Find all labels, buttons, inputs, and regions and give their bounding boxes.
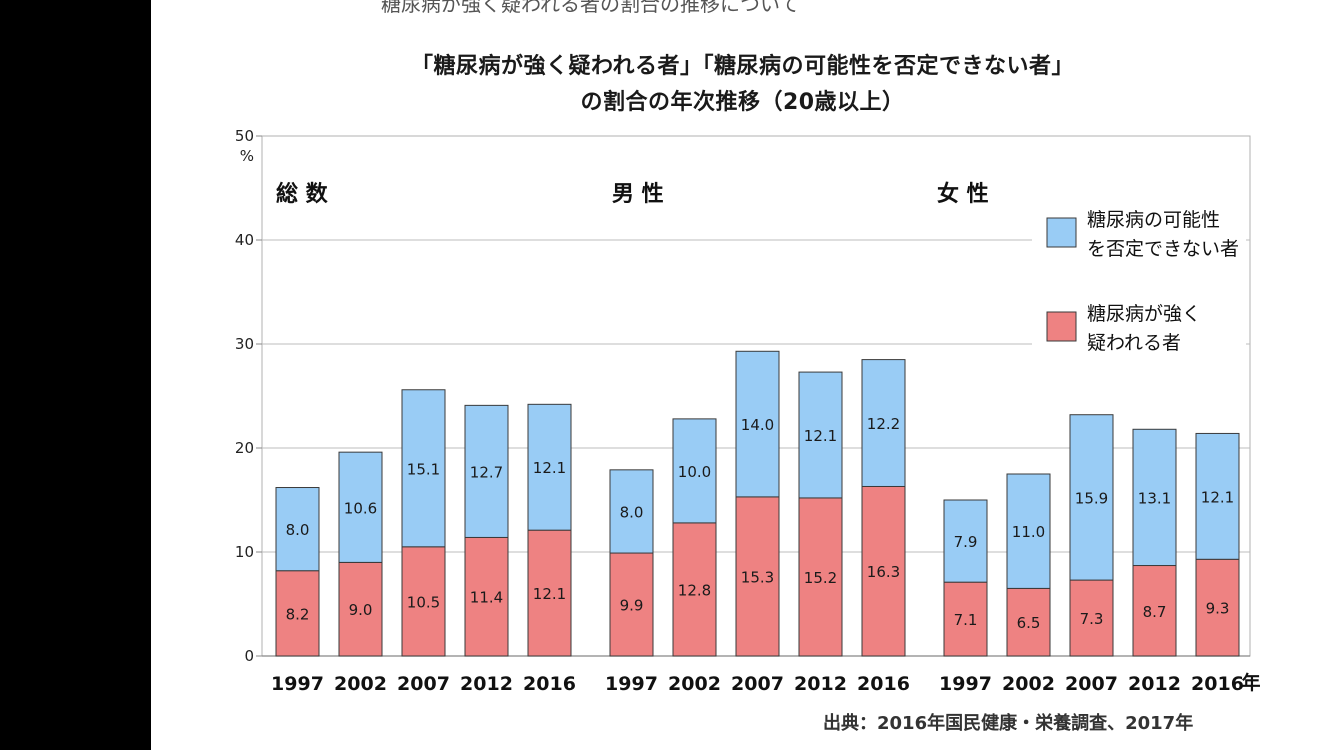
group-title: 女 性 <box>937 181 989 207</box>
bar-possible <box>464 404 509 538</box>
bar-strong <box>1195 558 1240 657</box>
bar-possible <box>1006 473 1051 589</box>
data-label-possible: 15.1 <box>407 460 440 478</box>
group-title: 男 性 <box>612 182 664 207</box>
source-note: 出典：2016年国民健康・栄養調査、2017年 <box>823 713 1194 734</box>
data-label-possible: 10.0 <box>678 463 711 481</box>
legend-swatch <box>1046 217 1077 248</box>
legend-label-line1: 糖尿病の可能性 <box>1087 209 1220 231</box>
bar-strong <box>338 561 383 657</box>
data-label-possible: 15.9 <box>1075 489 1108 507</box>
x-tick-label: 2002 <box>668 673 721 695</box>
bar-strong <box>798 497 843 657</box>
data-label-strong: 15.3 <box>741 568 774 586</box>
data-label-possible: 12.1 <box>1201 488 1234 506</box>
bar-strong <box>1006 587 1051 657</box>
x-tick-label: 1997 <box>605 673 658 695</box>
data-label-strong: 7.3 <box>1080 610 1104 628</box>
bar-possible <box>798 371 843 499</box>
data-label-strong: 12.1 <box>533 585 566 603</box>
x-tick-label: 2002 <box>1002 673 1055 695</box>
data-label-possible: 14.0 <box>741 416 774 434</box>
y-tick-label: 0 <box>244 647 254 665</box>
bar-possible <box>609 469 654 554</box>
data-label-possible: 12.1 <box>804 427 837 445</box>
bar-possible <box>1132 428 1177 567</box>
bar-possible <box>735 350 780 498</box>
bar-strong <box>861 485 906 657</box>
y-tick-label: 10 <box>235 543 254 561</box>
bar-possible <box>401 389 446 548</box>
data-label-strong: 6.5 <box>1017 614 1041 632</box>
y-axis-unit: % <box>240 147 254 165</box>
y-tick-label: 40 <box>235 231 254 249</box>
bar-strong <box>609 552 654 657</box>
chart-title-line-1: 「糖尿病が強く疑われる者」「糖尿病の可能性を否定できない者」 <box>411 54 1074 79</box>
x-tick-label: 2012 <box>794 673 847 695</box>
data-label-possible: 8.0 <box>286 521 310 539</box>
x-tick-label: 2016 <box>523 673 576 695</box>
bar-strong <box>1132 565 1177 657</box>
legend-label-line2: を否定できない者 <box>1087 238 1239 260</box>
x-tick-label: 2007 <box>397 673 450 695</box>
bar-possible <box>861 359 906 487</box>
data-label-strong: 8.7 <box>1143 603 1167 621</box>
data-label-strong: 12.8 <box>678 581 711 599</box>
bar-strong <box>735 496 780 657</box>
data-label-possible: 12.7 <box>470 463 503 481</box>
data-label-strong: 10.5 <box>407 593 440 611</box>
data-label-possible: 7.9 <box>954 533 978 551</box>
data-label-strong: 9.3 <box>1206 600 1230 618</box>
x-tick-label: 2007 <box>731 673 784 695</box>
data-label-possible: 13.1 <box>1138 489 1171 507</box>
data-label-strong: 11.4 <box>470 589 503 607</box>
data-label-possible: 10.6 <box>344 499 377 517</box>
data-label-strong: 8.2 <box>286 605 310 623</box>
bar-possible <box>1069 414 1114 581</box>
cut-off-text: 糖尿病が強く疑われる者の割合の推移について <box>381 0 800 16</box>
data-label-strong: 9.0 <box>349 601 373 619</box>
data-label-possible: 8.0 <box>620 503 644 521</box>
bar-strong <box>672 522 717 657</box>
legend-label-line1: 糖尿病が強く <box>1087 303 1201 325</box>
bar-possible <box>943 499 988 583</box>
group-title: 総 数 <box>276 181 329 207</box>
y-tick-label: 30 <box>235 335 254 353</box>
x-tick-label: 2016 <box>857 673 910 695</box>
x-tick-label: 2002 <box>334 673 387 695</box>
x-tick-label: 2016 <box>1191 673 1244 695</box>
data-label-possible: 12.1 <box>533 459 566 477</box>
bar-possible <box>672 418 717 524</box>
data-label-strong: 16.3 <box>867 563 900 581</box>
bar-possible <box>338 451 383 563</box>
x-tick-label: 2012 <box>460 673 513 695</box>
y-tick-label: 50 <box>235 127 254 145</box>
y-tick-label: 20 <box>235 439 254 457</box>
data-label-possible: 12.2 <box>867 415 900 433</box>
data-label-strong: 9.9 <box>620 597 644 615</box>
x-tick-label: 1997 <box>271 673 324 695</box>
bar-strong <box>943 581 988 657</box>
x-tick-label: 1997 <box>939 673 992 695</box>
data-label-strong: 15.2 <box>804 569 837 587</box>
x-axis-year-unit: 年 <box>1242 671 1261 694</box>
data-label-strong: 7.1 <box>954 611 978 629</box>
chart-title-line-2: の割合の年次推移（20歳以上） <box>580 90 905 115</box>
legend-swatch <box>1046 311 1077 342</box>
bar-possible <box>275 487 320 572</box>
bar-strong <box>464 536 509 657</box>
bar-strong <box>527 529 572 657</box>
x-tick-label: 2012 <box>1128 673 1181 695</box>
data-label-possible: 11.0 <box>1012 523 1045 541</box>
bar-possible <box>1195 432 1240 560</box>
bar-possible <box>527 403 572 531</box>
x-tick-label: 2007 <box>1065 673 1118 695</box>
bar-strong <box>275 570 320 657</box>
legend-label-line2: 疑われる者 <box>1087 332 1181 354</box>
